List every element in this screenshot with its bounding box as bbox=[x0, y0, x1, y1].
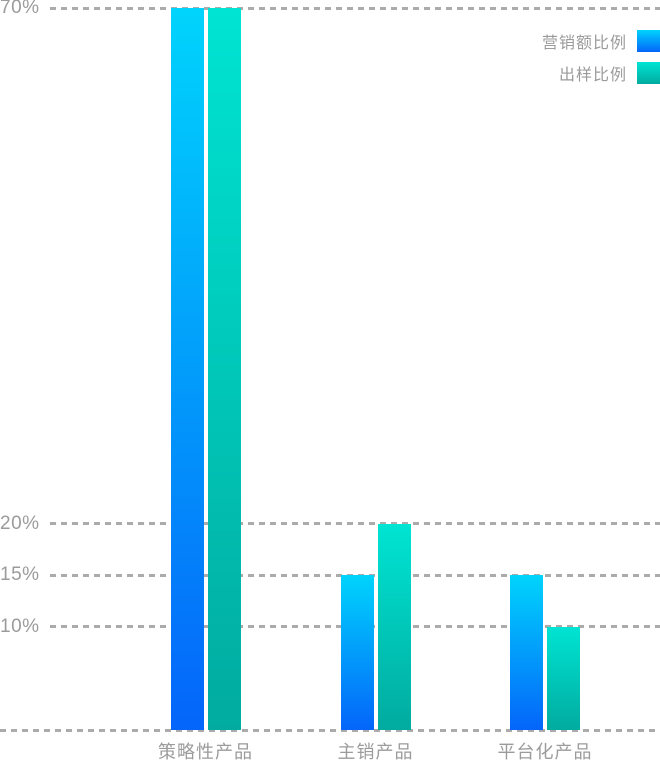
legend-label-display-ratio: 出样比例 bbox=[558, 67, 627, 84]
x-label-strategic: 策略性产品 bbox=[158, 742, 253, 762]
bar-strategic-sales-ratio bbox=[170, 8, 204, 730]
bar-main-display-ratio bbox=[377, 523, 411, 730]
bar-strategic-display-ratio bbox=[207, 8, 241, 730]
bar-platform-display-ratio bbox=[547, 626, 580, 730]
legend-label-sales-ratio: 营销额比例 bbox=[541, 35, 627, 52]
bar-main-sales-ratio bbox=[340, 575, 374, 730]
gridline-70 bbox=[50, 6, 660, 10]
legend-swatch-sales-ratio bbox=[637, 30, 660, 52]
legend-row-display-ratio: 出样比例 bbox=[542, 62, 660, 84]
legend-row-sales-ratio: 营销额比例 bbox=[542, 30, 660, 52]
x-label-platform: 平台化产品 bbox=[497, 742, 593, 762]
y-tick-label-15: 15% bbox=[0, 564, 40, 586]
y-tick-label-70: 70% bbox=[0, 0, 40, 18]
gridline-baseline bbox=[0, 728, 660, 732]
legend: 营销额比例 出样比例 bbox=[542, 30, 660, 84]
y-tick-label-10: 10% bbox=[0, 615, 40, 637]
x-label-main: 主销产品 bbox=[337, 742, 414, 762]
y-tick-label-20: 20% bbox=[0, 512, 40, 534]
legend-swatch-display-ratio bbox=[637, 62, 660, 84]
bar-platform-sales-ratio bbox=[510, 575, 543, 730]
gridline-20 bbox=[50, 522, 660, 526]
